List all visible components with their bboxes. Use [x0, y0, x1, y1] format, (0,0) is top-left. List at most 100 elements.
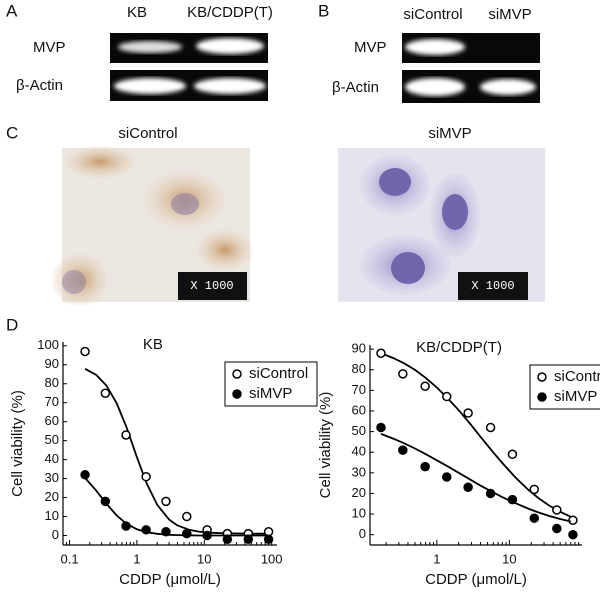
gel	[110, 33, 268, 101]
legend-marker	[232, 369, 242, 379]
data-point	[263, 534, 274, 545]
data-point	[398, 445, 408, 455]
data-point	[485, 422, 496, 433]
scale-label: X 1000	[190, 279, 233, 293]
data-point	[568, 515, 578, 526]
data-point	[80, 346, 90, 357]
data-point	[121, 521, 131, 531]
fit-curve	[380, 352, 572, 518]
x-tick-label: 0.1	[60, 551, 78, 566]
data-point	[376, 422, 386, 433]
y-tick-label: 20	[45, 489, 59, 504]
row-label: MVP	[33, 39, 66, 56]
lane-label: KB/CDDP(T)	[187, 4, 273, 21]
y-axis-label: Cell viability (%)	[317, 392, 334, 499]
y-tick-label: 0	[359, 526, 366, 541]
data-point	[243, 534, 254, 545]
image-title: siControl	[118, 125, 177, 142]
panel-label: B	[318, 1, 329, 20]
data-point	[80, 470, 90, 480]
x-tick-label: 1	[133, 551, 140, 566]
data-point	[529, 513, 540, 523]
data-point	[182, 528, 192, 539]
x-tick-label: 10	[197, 551, 211, 566]
y-tick-label: 70	[352, 382, 366, 397]
y-tick-label: 10	[352, 506, 366, 521]
y-tick-label: 50	[352, 423, 366, 438]
legend-label: siMVP	[249, 385, 292, 402]
y-tick-label: 70	[45, 394, 59, 409]
data-point	[100, 496, 111, 507]
y-tick-label: 90	[45, 356, 59, 371]
row-label: β-Actin	[16, 77, 63, 94]
legend-marker	[537, 372, 547, 382]
x-axis-label: CDDP (μmol/L)	[119, 571, 221, 588]
data-point	[161, 526, 171, 537]
x-tick-label: 100	[261, 551, 283, 566]
lane-label: KB	[127, 4, 147, 21]
lane-label: siControl	[403, 6, 462, 23]
x-tick-label: 10	[502, 551, 516, 566]
lane-label: siMVP	[488, 6, 531, 23]
legend-label: siControl	[554, 368, 600, 385]
y-tick-label: 20	[352, 485, 366, 500]
panel-label: C	[6, 123, 18, 142]
legend-label: siMVP	[554, 388, 597, 405]
data-point	[182, 511, 192, 522]
y-tick-label: 80	[45, 375, 59, 390]
fit-curve	[84, 477, 269, 537]
scale-label: X 1000	[471, 279, 514, 293]
y-tick-label: 60	[352, 402, 366, 417]
data-point	[529, 484, 540, 495]
y-tick-label: 30	[352, 464, 366, 479]
panel-label: D	[6, 315, 18, 334]
legend-marker	[537, 392, 547, 402]
y-tick-label: 50	[45, 432, 59, 447]
row-label: MVP	[354, 39, 387, 56]
data-point	[442, 472, 452, 482]
data-point	[552, 505, 562, 515]
y-tick-label: 40	[45, 451, 59, 466]
y-tick-label: 0	[52, 527, 59, 542]
data-point	[100, 388, 111, 398]
data-point	[263, 526, 274, 537]
legend-marker	[232, 389, 242, 399]
data-point	[398, 369, 408, 379]
data-point	[420, 461, 430, 472]
y-tick-label: 60	[45, 413, 59, 428]
data-point	[507, 494, 518, 505]
data-point	[463, 408, 473, 418]
data-point	[552, 523, 562, 534]
x-tick-label: 1	[433, 551, 440, 566]
data-point	[121, 430, 131, 440]
data-point	[420, 381, 430, 391]
x-axis-label: CDDP (μmol/L)	[425, 571, 527, 588]
chart-title: KB/CDDP(T)	[416, 339, 502, 356]
fit-curve	[380, 433, 572, 523]
data-point	[202, 530, 212, 541]
y-tick-label: 100	[37, 337, 59, 352]
data-point	[222, 534, 233, 545]
data-point	[463, 482, 473, 493]
y-axis-label: Cell viability (%)	[9, 390, 26, 497]
chart-title: KB	[143, 336, 163, 353]
data-point	[568, 529, 578, 540]
data-point	[161, 496, 171, 507]
fit-curve	[84, 368, 269, 535]
data-point	[141, 525, 151, 535]
data-point	[485, 488, 496, 499]
micrograph	[52, 146, 545, 306]
image-title: siMVP	[428, 125, 471, 142]
y-tick-label: 40	[352, 444, 366, 459]
y-tick-label: 30	[45, 470, 59, 485]
y-tick-label: 80	[352, 361, 366, 376]
panel-label: A	[6, 1, 18, 20]
data-point	[507, 449, 518, 460]
legend-label: siControl	[249, 365, 308, 382]
data-point	[442, 391, 452, 402]
data-point	[141, 471, 151, 482]
legend	[224, 361, 318, 407]
data-point	[376, 348, 386, 358]
row-label: β-Actin	[332, 79, 379, 96]
